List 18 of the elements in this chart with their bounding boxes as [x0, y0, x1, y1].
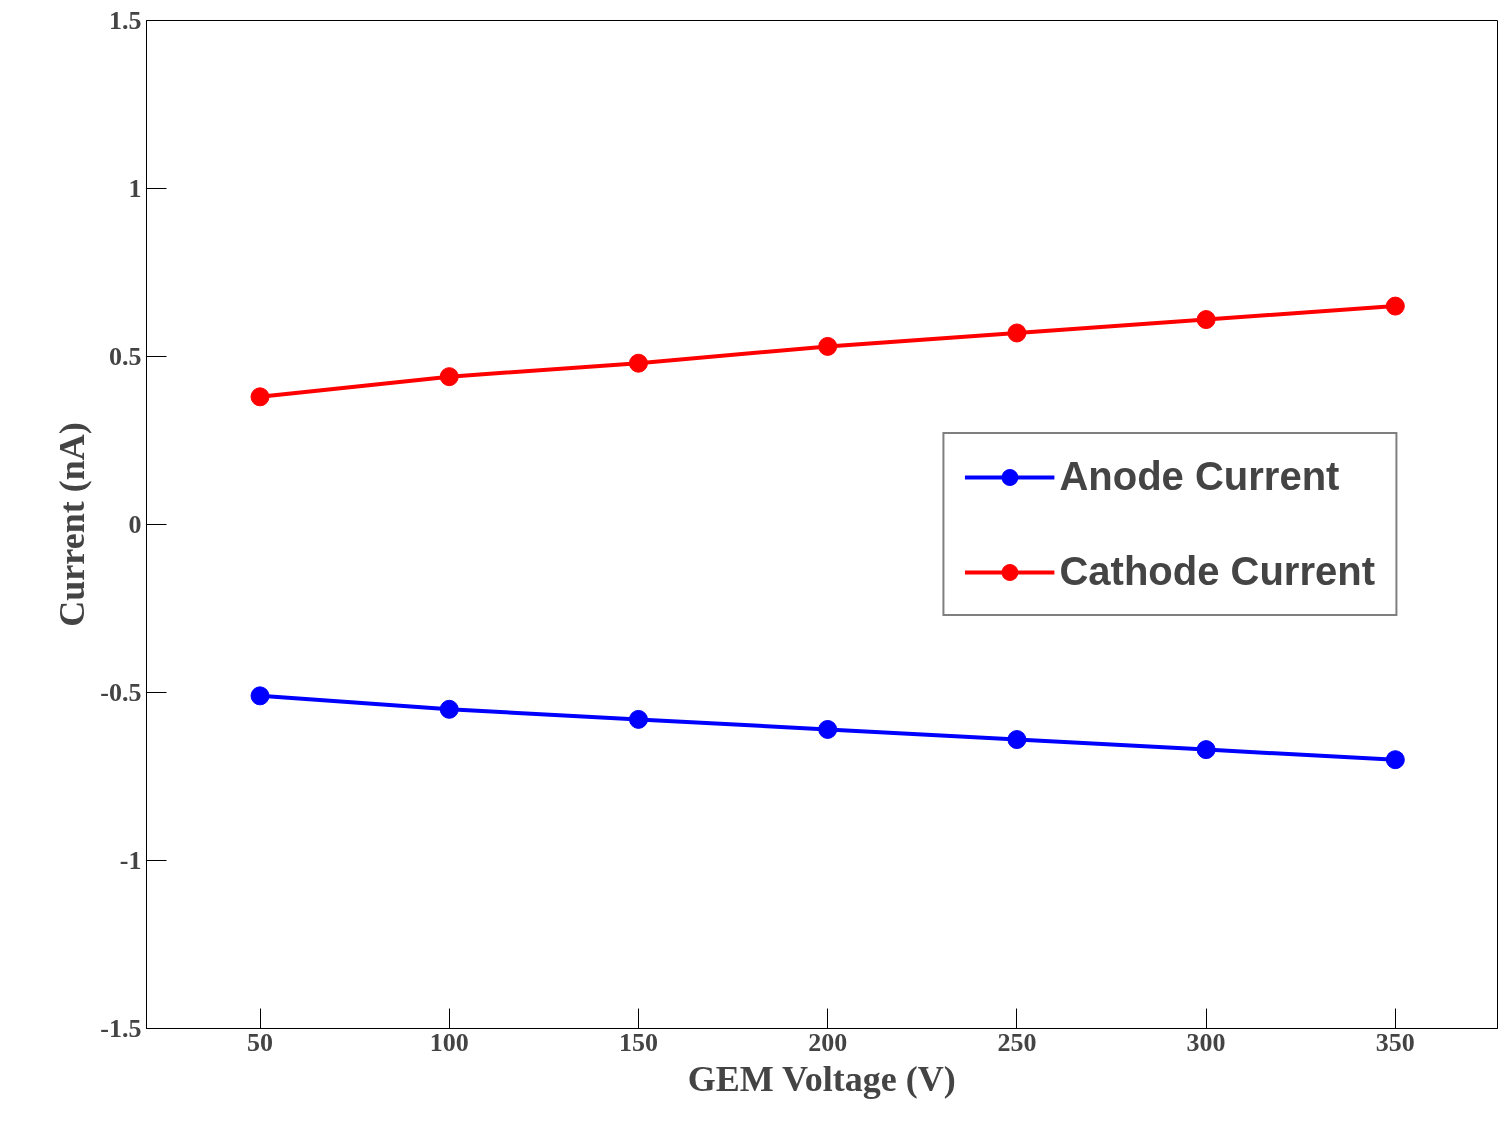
x-tick-label: 150: [618, 1027, 658, 1057]
y-tick-label: 1: [128, 174, 142, 203]
y-tick-label: 0: [128, 510, 142, 539]
x-tick-label: 300: [1186, 1027, 1226, 1057]
y-tick-label: -1.5: [100, 1014, 142, 1043]
legend-label: Anode Current: [1059, 454, 1340, 499]
x-tick-label: 250: [997, 1027, 1037, 1057]
y-tick-label: -1: [119, 846, 142, 875]
y-axis-title: Current (nA): [52, 422, 93, 627]
x-tick-label: 200: [808, 1027, 848, 1057]
x-axis-title: GEM Voltage (V): [687, 1058, 956, 1099]
x-tick-label: 100: [429, 1027, 469, 1057]
x-tick-label: 50: [247, 1027, 274, 1057]
x-tick-label: 350: [1375, 1027, 1415, 1057]
y-tick-label: -0.5: [100, 678, 142, 707]
y-tick-label: 0.5: [109, 342, 142, 371]
y-tick-label: 1.5: [109, 6, 142, 35]
legend-label: Cathode Current: [1059, 549, 1375, 594]
